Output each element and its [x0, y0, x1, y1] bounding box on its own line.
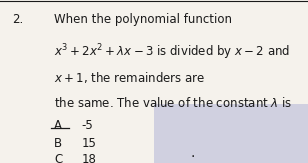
Text: C: C [54, 153, 62, 163]
Text: B: B [54, 137, 62, 150]
Text: $x^3 + 2x^2 + \lambda x - 3$ is divided by $x - 2$ and: $x^3 + 2x^2 + \lambda x - 3$ is divided … [54, 42, 290, 62]
FancyBboxPatch shape [154, 104, 308, 163]
Text: $x + 1$, the remainders are: $x + 1$, the remainders are [54, 70, 205, 85]
Text: 2.: 2. [12, 13, 24, 26]
Text: -5: -5 [82, 119, 93, 132]
Text: the same. The value of the constant $\lambda$ is: the same. The value of the constant $\la… [54, 96, 292, 110]
Text: When the polynomial function: When the polynomial function [54, 13, 232, 26]
Text: .: . [191, 146, 195, 160]
Text: 15: 15 [82, 137, 96, 150]
Text: 18: 18 [82, 153, 96, 163]
Text: A: A [54, 119, 62, 132]
